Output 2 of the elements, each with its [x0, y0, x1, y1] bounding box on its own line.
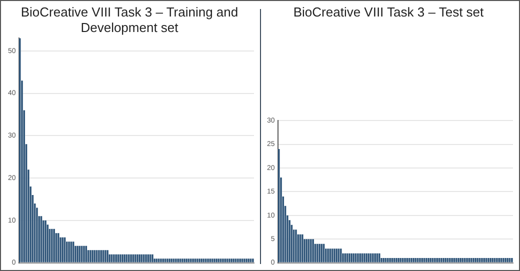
- chart-title: BioCreative VIII Task 3 – Test set: [293, 4, 484, 20]
- chart-title: BioCreative VIII Task 3 – Training and Development set: [20, 4, 238, 35]
